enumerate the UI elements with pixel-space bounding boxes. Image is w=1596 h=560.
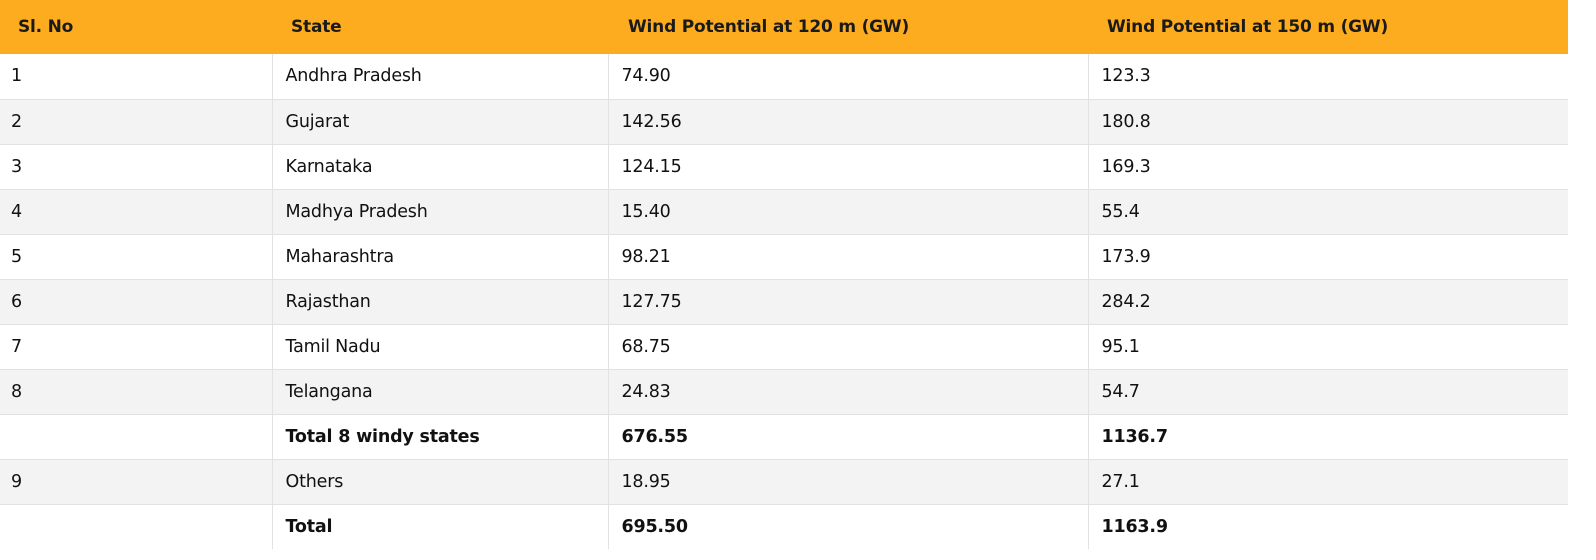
cell-wind-120m: 142.56 [607, 98, 1088, 144]
cell-state: Andhra Pradesh [271, 54, 608, 99]
cell-state: Karnataka [271, 143, 608, 189]
table-row: 2 Gujarat 142.56 180.8 [0, 98, 1568, 144]
cell-sl-no: 4 [0, 188, 272, 234]
cell-wind-120m: 695.50 [607, 503, 1088, 549]
cell-wind-150m: 123.3 [1087, 54, 1568, 99]
cell-state: Others [271, 458, 608, 504]
cell-wind-120m: 676.55 [607, 413, 1088, 459]
cell-wind-120m: 68.75 [607, 323, 1088, 369]
table-row: 6 Rajasthan 127.75 284.2 [0, 278, 1568, 324]
table-row: 1 Andhra Pradesh 74.90 123.3 [0, 54, 1568, 99]
header-wind-120m: Wind Potential at 120 m (GW) [628, 17, 910, 37]
cell-wind-150m: 55.4 [1087, 188, 1568, 234]
cell-wind-120m: 124.15 [607, 143, 1088, 189]
cell-wind-150m: 1163.9 [1087, 503, 1568, 549]
cell-wind-150m: 169.3 [1087, 143, 1568, 189]
cell-state: Total 8 windy states [271, 413, 608, 459]
cell-sl-no: 1 [11, 66, 22, 87]
cell-wind-150m: 27.1 [1087, 458, 1568, 504]
cell-wind-150m: 95.1 [1087, 323, 1568, 369]
cell-sl-no: 8 [0, 368, 272, 414]
cell-wind-150m: 180.8 [1087, 98, 1568, 144]
cell-wind-120m: 98.21 [607, 233, 1088, 279]
cell-sl-no: 5 [0, 233, 272, 279]
cell-state: Rajasthan [271, 278, 608, 324]
table-row: 5 Maharashtra 98.21 173.9 [0, 233, 1568, 279]
header-row: Sl. No State Wind Potential at 120 m (GW… [0, 0, 1568, 54]
cell-wind-120m: 127.75 [607, 278, 1088, 324]
cell-wind-150m: 54.7 [1087, 368, 1568, 414]
table-body: 1 Andhra Pradesh 74.90 123.3 2 Gujarat 1… [0, 54, 1568, 549]
table-row: 8 Telangana 24.83 54.7 [0, 368, 1568, 414]
table-row: 3 Karnataka 124.15 169.3 [0, 143, 1568, 189]
subtotal-row: Total 8 windy states 676.55 1136.7 [0, 413, 1568, 459]
cell-wind-120m: 74.90 [607, 54, 1088, 99]
cell-sl-no: 2 [0, 98, 272, 144]
cell-sl-no: 3 [0, 143, 272, 189]
cell-state: Tamil Nadu [271, 323, 608, 369]
table-row: 9 Others 18.95 27.1 [0, 458, 1568, 504]
cell-sl-no [0, 413, 272, 459]
cell-wind-150m: 284.2 [1087, 278, 1568, 324]
cell-sl-no: 7 [0, 323, 272, 369]
cell-state: Maharashtra [271, 233, 608, 279]
cell-wind-150m: 1136.7 [1087, 413, 1568, 459]
header-wind-150m: Wind Potential at 150 m (GW) [1107, 17, 1389, 37]
table-header: Sl. No State Wind Potential at 120 m (GW… [0, 0, 1568, 54]
cell-wind-120m: 15.40 [607, 188, 1088, 234]
cell-sl-no: 9 [0, 458, 272, 504]
header-state: State [291, 17, 342, 37]
total-row: Total 695.50 1163.9 [0, 503, 1568, 549]
cell-wind-150m: 173.9 [1087, 233, 1568, 279]
table-row: 7 Tamil Nadu 68.75 95.1 [0, 323, 1568, 369]
cell-wind-120m: 18.95 [607, 458, 1088, 504]
cell-sl-no [0, 503, 272, 549]
cell-wind-120m: 24.83 [607, 368, 1088, 414]
cell-sl-no: 6 [0, 278, 272, 324]
table-row: 4 Madhya Pradesh 15.40 55.4 [0, 188, 1568, 234]
header-sl-no: Sl. No [18, 17, 74, 37]
wind-potential-table: Sl. No State Wind Potential at 120 m (GW… [0, 0, 1568, 549]
cell-state: Madhya Pradesh [271, 188, 608, 234]
cell-state: Gujarat [271, 98, 608, 144]
cell-state: Total [271, 503, 608, 549]
cell-state: Telangana [271, 368, 608, 414]
